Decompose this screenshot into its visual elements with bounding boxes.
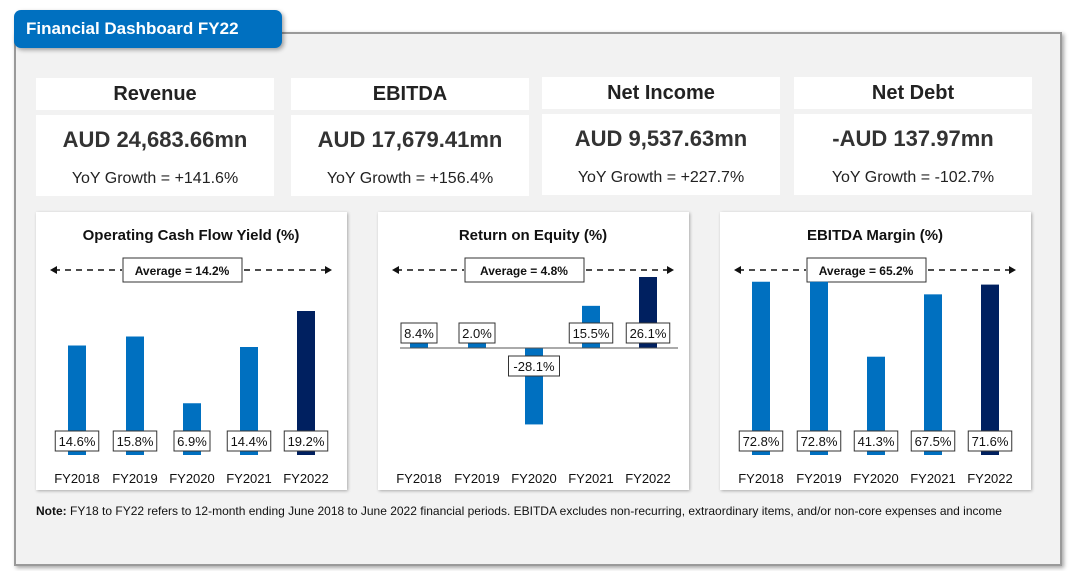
data-label-box [283, 430, 329, 452]
data-label-box [796, 430, 842, 452]
arrow-right-icon [667, 266, 674, 274]
x-tick-label: FY2019 [796, 471, 842, 486]
data-label: 6.9% [177, 434, 207, 449]
kpi-growth: YoY Growth = +227.7% [542, 164, 780, 195]
kpi-value: -AUD 137.97mn [794, 114, 1032, 164]
kpi-value: AUD 17,679.41mn [291, 115, 529, 165]
kpi-growth: YoY Growth = +141.6% [36, 165, 274, 196]
x-tick-label: FY2019 [112, 471, 158, 486]
data-label-box [853, 430, 899, 452]
kpi-ebitda: EBITDA AUD 17,679.41mn YoY Growth = +156… [291, 78, 529, 196]
chart-title: EBITDA Margin (%) [807, 227, 943, 244]
footnote: Note: FY18 to FY22 refers to 12-month en… [36, 502, 1061, 520]
chart-title: Operating Cash Flow Yield (%) [83, 227, 300, 244]
arrow-right-icon [325, 266, 332, 274]
data-label: 67.5% [915, 434, 952, 449]
note-text: FY18 to FY22 refers to 12-month ending J… [66, 504, 1002, 518]
average-label: Average = 4.8% [480, 264, 568, 278]
dashboard-title: Financial Dashboard FY22 [14, 10, 282, 48]
bar-FY2019 [126, 336, 144, 455]
note-label: Note: [36, 504, 67, 518]
average-box [464, 257, 585, 283]
kpi-growth: YoY Growth = +156.4% [291, 165, 529, 196]
average-box [806, 257, 927, 283]
average-label: Average = 65.2% [819, 264, 914, 278]
x-tick-label: FY2021 [226, 471, 272, 486]
x-tick-label: FY2018 [54, 471, 100, 486]
data-label-box [738, 430, 784, 452]
x-tick-label: FY2018 [738, 471, 784, 486]
data-label: 14.4% [231, 434, 268, 449]
data-label: 19.2% [288, 434, 325, 449]
data-label-box [173, 430, 211, 452]
data-label: 2.0% [462, 326, 492, 341]
data-label-box [625, 322, 671, 344]
bar-FY2021 [240, 347, 258, 455]
data-label-box [400, 322, 438, 344]
bar-FY2021 [924, 294, 942, 455]
chart-roe: Return on Equity (%) Average = 4.8% 8.4% 2.… [378, 212, 689, 490]
kpi-value: AUD 24,683.66mn [36, 115, 274, 165]
data-label: 72.8% [801, 434, 838, 449]
bar-FY2019 [468, 342, 486, 348]
arrow-right-icon [1009, 266, 1016, 274]
data-label-box [112, 430, 158, 452]
bar-FY2018 [68, 345, 86, 455]
chart-ebitda-margin: EBITDA Margin (%) Average = 65.2% 72.8% 72.… [720, 212, 1031, 490]
arrow-left-icon [392, 266, 399, 274]
data-label: 41.3% [858, 434, 895, 449]
data-label: -28.1% [513, 359, 555, 374]
chart-ocf-yield: Operating Cash Flow Yield (%) Average = 1… [36, 212, 347, 490]
data-label-box [54, 430, 100, 452]
x-tick-label: FY2021 [568, 471, 614, 486]
bar-FY2022 [981, 284, 999, 455]
bar-FY2019 [810, 281, 828, 455]
x-tick-label: FY2019 [454, 471, 500, 486]
data-label: 72.8% [743, 434, 780, 449]
data-label: 15.5% [573, 326, 610, 341]
data-label-box [967, 430, 1013, 452]
arrow-left-icon [50, 266, 57, 274]
kpi-label: Revenue [36, 78, 274, 110]
x-tick-label: FY2022 [283, 471, 329, 486]
kpi-growth: YoY Growth = -102.7% [794, 164, 1032, 195]
chart-title: Return on Equity (%) [459, 227, 607, 244]
arrow-left-icon [734, 266, 741, 274]
bar-FY2020 [867, 356, 885, 455]
bar-FY2022 [297, 311, 315, 455]
kpi-label: Net Debt [794, 77, 1032, 109]
data-label: 26.1% [630, 326, 667, 341]
x-tick-label: FY2022 [967, 471, 1013, 486]
kpi-label: EBITDA [291, 78, 529, 110]
average-label: Average = 14.2% [135, 264, 230, 278]
kpi-value: AUD 9,537.63mn [542, 114, 780, 164]
data-label: 8.4% [404, 326, 434, 341]
data-label-box [508, 355, 560, 377]
x-tick-label: FY2018 [396, 471, 442, 486]
data-label: 15.8% [117, 434, 154, 449]
x-tick-label: FY2020 [511, 471, 557, 486]
data-label-box [910, 430, 956, 452]
x-tick-label: FY2020 [169, 471, 215, 486]
data-label: 14.6% [59, 434, 96, 449]
data-label-box [458, 322, 496, 344]
average-box [122, 257, 243, 283]
bar-FY2018 [752, 281, 770, 455]
kpi-revenue: Revenue AUD 24,683.66mn YoY Growth = +14… [36, 78, 274, 196]
x-tick-label: FY2020 [853, 471, 899, 486]
x-tick-label: FY2022 [625, 471, 671, 486]
kpi-net-income: Net Income AUD 9,537.63mn YoY Growth = +… [542, 77, 780, 195]
data-label-box [226, 430, 272, 452]
kpi-net-debt: Net Debt -AUD 137.97mn YoY Growth = -102… [794, 77, 1032, 195]
kpi-label: Net Income [542, 77, 780, 109]
x-tick-label: FY2021 [910, 471, 956, 486]
data-label-box [568, 322, 614, 344]
data-label: 71.6% [972, 434, 1009, 449]
